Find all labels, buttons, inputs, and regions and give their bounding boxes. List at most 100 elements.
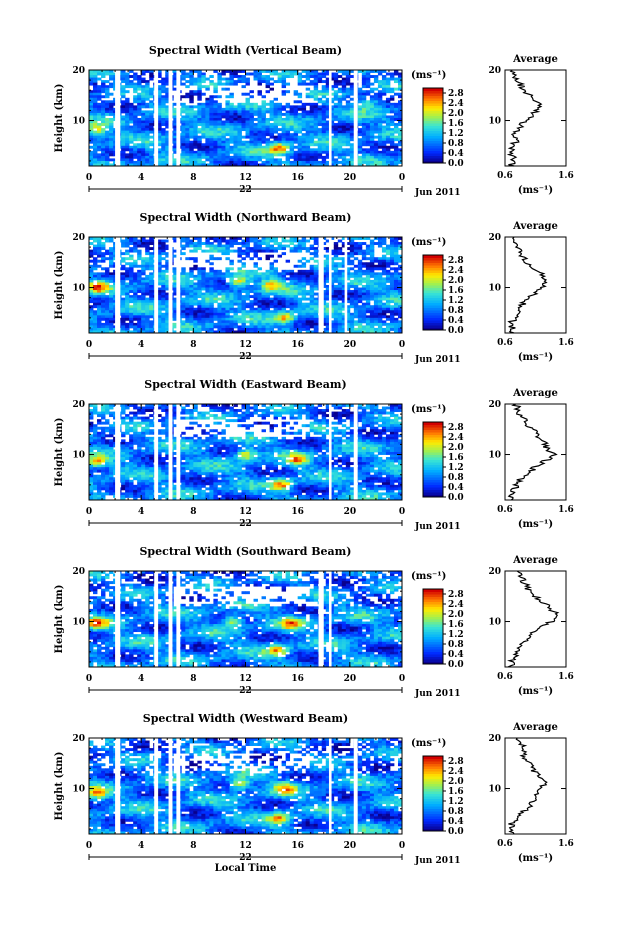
data-gap: [115, 70, 121, 166]
average-y-tick-label: 20: [488, 400, 501, 410]
colorbar-swatch: [423, 796, 443, 799]
date-day-label: 22: [239, 853, 252, 863]
colorbar-swatch: [423, 472, 443, 475]
colorbar-swatch: [423, 312, 443, 316]
colorbar-swatch: [423, 821, 443, 824]
average-x-axis-label: (ms⁻¹): [518, 352, 553, 363]
colorbar-tick-label: 0.4: [448, 483, 464, 493]
chart-title: Spectral Width (Southward Beam): [139, 545, 351, 558]
colorbar-swatch: [423, 783, 443, 787]
data-gap: [328, 237, 332, 333]
data-gap: [353, 404, 358, 500]
colorbar-swatch: [423, 631, 443, 635]
colorbar-swatch: [423, 594, 443, 597]
colorbar-tick-label: 2.0: [448, 276, 464, 286]
colorbar-swatch: [423, 778, 443, 782]
colorbar-swatch: [423, 761, 443, 764]
average-profile-westward: Average 20 10 0.6 1.6 (ms⁻¹): [488, 722, 573, 864]
colorbar-swatch: [423, 295, 443, 298]
colorbar-tick-label: 2.0: [448, 443, 464, 453]
colorbar-swatch: [423, 434, 443, 438]
average-x-tick-label: 1.6: [558, 505, 574, 515]
colorbar-swatch: [423, 444, 443, 448]
data-gap: [176, 404, 181, 500]
average-x-tick-label: 1.6: [558, 338, 574, 348]
colorbar-unit: (ms⁻¹): [411, 70, 446, 81]
average-profile-southward: Average 20 10 0.6 1.6 (ms⁻¹): [488, 555, 573, 697]
colorbar-swatch: [423, 626, 443, 630]
data-gap: [176, 571, 181, 667]
colorbar-swatch: [423, 823, 443, 827]
colorbar-swatch: [423, 619, 443, 622]
colorbar-tick-label: 0.4: [448, 817, 464, 827]
colorbar-tick-label: 1.2: [448, 296, 464, 306]
colorbar-tick-label: 2.8: [448, 590, 464, 600]
colorbar-swatch: [423, 482, 443, 485]
colorbar-tick-label: 0.8: [448, 473, 464, 483]
average-x-tick-label: 1.6: [558, 839, 574, 849]
average-y-tick-label: 20: [488, 734, 501, 744]
colorbar-swatch: [423, 133, 443, 136]
colorbar-swatch: [423, 280, 443, 283]
average-x-tick-label: 1.6: [558, 171, 574, 181]
colorbar-swatch: [423, 806, 443, 809]
colorbar-swatch: [423, 118, 443, 121]
colorbar-swatch: [423, 781, 443, 784]
colorbar-swatch: [423, 115, 443, 119]
colorbar-swatch: [423, 265, 443, 268]
colorbar-swatch: [423, 801, 443, 804]
colorbar-swatch: [423, 449, 443, 453]
colorbar-swatch: [423, 300, 443, 303]
colorbar-swatch: [423, 123, 443, 126]
y-tick-label: 10: [72, 785, 85, 795]
data-gap: [353, 738, 358, 834]
chart-title: Spectral Width (Westward Beam): [143, 712, 348, 725]
colorbar-swatch: [423, 260, 443, 263]
colorbar-swatch: [423, 103, 443, 106]
colorbar-tick-label: 2.0: [448, 777, 464, 787]
average-y-tick-label: 20: [488, 567, 501, 577]
colorbar-swatch: [423, 798, 443, 802]
colorbar-unit: (ms⁻¹): [411, 571, 446, 582]
x-tick-label: 4: [138, 674, 144, 684]
average-x-tick-label: 0.6: [497, 672, 513, 682]
colorbar-tick-label: 2.4: [448, 600, 464, 610]
data-gap: [328, 404, 332, 500]
colorbar-swatch: [423, 138, 443, 141]
data-gap: [115, 404, 121, 500]
colorbar-swatch: [423, 756, 443, 759]
y-axis-label: Height (km): [54, 418, 65, 487]
colorbar-tick-label: 2.8: [448, 757, 464, 767]
colorbar-swatch: [423, 150, 443, 154]
data-gap: [328, 738, 332, 834]
x-tick-label: 16: [291, 841, 304, 851]
colorbar-swatch: [423, 771, 443, 774]
data-gap: [318, 571, 324, 667]
colorbar-tick-label: 0.0: [448, 827, 464, 837]
colorbar-swatch: [423, 90, 443, 94]
colorbar-swatch: [423, 477, 443, 480]
colorbar-swatch: [423, 803, 443, 807]
x-tick-label: 8: [190, 841, 196, 851]
colorbar-swatch: [423, 604, 443, 607]
panel-northward: Spectral Width (Northward Beam) Height (k…: [54, 211, 574, 365]
x-tick-label: 0: [399, 674, 405, 684]
colorbar-swatch: [423, 155, 443, 159]
colorbar-swatch: [423, 105, 443, 109]
colorbar-swatch: [423, 462, 443, 465]
x-tick-label: 4: [138, 507, 144, 517]
colorbar-tick-label: 1.6: [448, 286, 464, 296]
colorbar-unit: (ms⁻¹): [411, 404, 446, 415]
date-day-label: 22: [239, 686, 252, 696]
colorbar-swatch: [423, 432, 443, 435]
colorbar-swatch: [423, 305, 443, 308]
colorbar-swatch: [423, 110, 443, 114]
colorbar-swatch: [423, 457, 443, 460]
colorbar-swatch: [423, 791, 443, 794]
colorbar-swatch: [423, 302, 443, 306]
colorbar-swatch: [423, 639, 443, 642]
colorbar-swatch: [423, 272, 443, 276]
x-tick-label: 20: [344, 841, 357, 851]
colorbar-swatch: [423, 290, 443, 293]
